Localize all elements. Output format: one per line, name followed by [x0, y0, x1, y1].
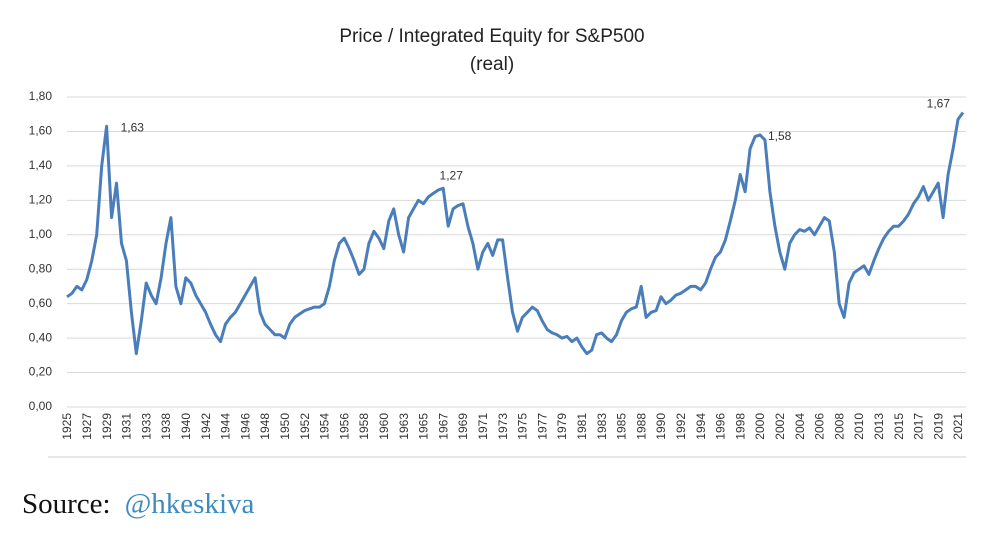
x-tick-label: 2002 — [773, 413, 787, 440]
x-tick-label: 1994 — [694, 413, 708, 440]
x-tick-label: 1931 — [120, 413, 134, 440]
x-tick-label: 1950 — [278, 413, 292, 440]
x-tick-label: 1963 — [397, 413, 411, 440]
x-tick-label: 1975 — [516, 413, 530, 440]
annotation: 1,58 — [768, 129, 792, 143]
x-tick-label: 1977 — [535, 413, 549, 440]
annotation: 1,67 — [927, 97, 951, 111]
chart-title: Price / Integrated Equity for S&P500 — [339, 26, 644, 47]
x-tick-label: 1960 — [377, 413, 391, 440]
x-tick-label: 2017 — [912, 413, 926, 440]
y-tick-label: 1,20 — [29, 193, 53, 207]
x-tick-label: 1958 — [357, 413, 371, 440]
y-tick-label: 0,00 — [29, 399, 53, 413]
x-tick-label: 2000 — [753, 413, 767, 440]
y-tick-label: 1,80 — [29, 89, 53, 103]
x-tick-label: 1996 — [714, 413, 728, 440]
chart-subtitle: (real) — [470, 54, 514, 75]
x-tick-label: 1956 — [337, 413, 351, 440]
x-tick-label: 2008 — [832, 413, 846, 440]
x-tick-label: 1969 — [456, 413, 470, 440]
x-tick-label: 1988 — [634, 413, 648, 440]
annotation: 1,63 — [121, 120, 145, 134]
x-tick-label: 1965 — [417, 413, 431, 440]
x-tick-label: 1933 — [139, 413, 153, 440]
x-tick-label: 1990 — [654, 413, 668, 440]
x-tick-label: 1946 — [238, 413, 252, 440]
data-line — [66, 111, 965, 356]
x-tick-label: 1927 — [80, 413, 94, 440]
y-tick-label: 0,40 — [29, 330, 53, 344]
x-tick-label: 1967 — [436, 413, 450, 440]
x-tick-label: 1981 — [575, 413, 589, 440]
x-tick-label: 2013 — [872, 413, 886, 440]
x-tick-label: 2004 — [793, 413, 807, 440]
source-prefix: Source: — [22, 488, 111, 520]
annotation: 1,27 — [440, 168, 464, 182]
x-tick-label: 1942 — [199, 413, 213, 440]
x-tick-label: 1938 — [159, 413, 173, 440]
x-tick-label: 1983 — [595, 413, 609, 440]
source-handle: @hkeskiva — [124, 488, 255, 520]
x-tick-label: 2010 — [852, 413, 866, 440]
x-tick-label: 1929 — [100, 413, 114, 440]
chart: Price / Integrated Equity for S&P500 (re… — [29, 26, 966, 458]
source: Source: @hkeskiva — [22, 488, 254, 521]
x-tick-label: 2015 — [892, 413, 906, 440]
x-tick-label: 1944 — [219, 413, 233, 440]
x-tick-label: 1925 — [60, 413, 74, 440]
y-tick-label: 1,00 — [29, 227, 53, 241]
x-tick-label: 1940 — [179, 413, 193, 440]
x-tick-label: 1992 — [674, 413, 688, 440]
y-tick-label: 0,80 — [29, 261, 53, 275]
x-tick-label: 1952 — [298, 413, 312, 440]
y-tick-label: 0,20 — [29, 365, 53, 379]
x-tick-label: 1971 — [476, 413, 490, 440]
y-tick-label: 1,40 — [29, 158, 53, 172]
x-tick-label: 2021 — [951, 413, 965, 440]
x-tick-label: 1973 — [496, 413, 510, 440]
x-tick-label: 2019 — [931, 413, 945, 440]
x-tick-label: 2006 — [813, 413, 827, 440]
y-tick-label: 1,60 — [29, 124, 53, 138]
x-tick-label: 1985 — [615, 413, 629, 440]
x-tick-label: 1998 — [733, 413, 747, 440]
x-tick-label: 1948 — [258, 413, 272, 440]
x-tick-label: 1954 — [318, 413, 332, 440]
y-tick-label: 0,60 — [29, 296, 53, 310]
x-tick-label: 1979 — [555, 413, 569, 440]
